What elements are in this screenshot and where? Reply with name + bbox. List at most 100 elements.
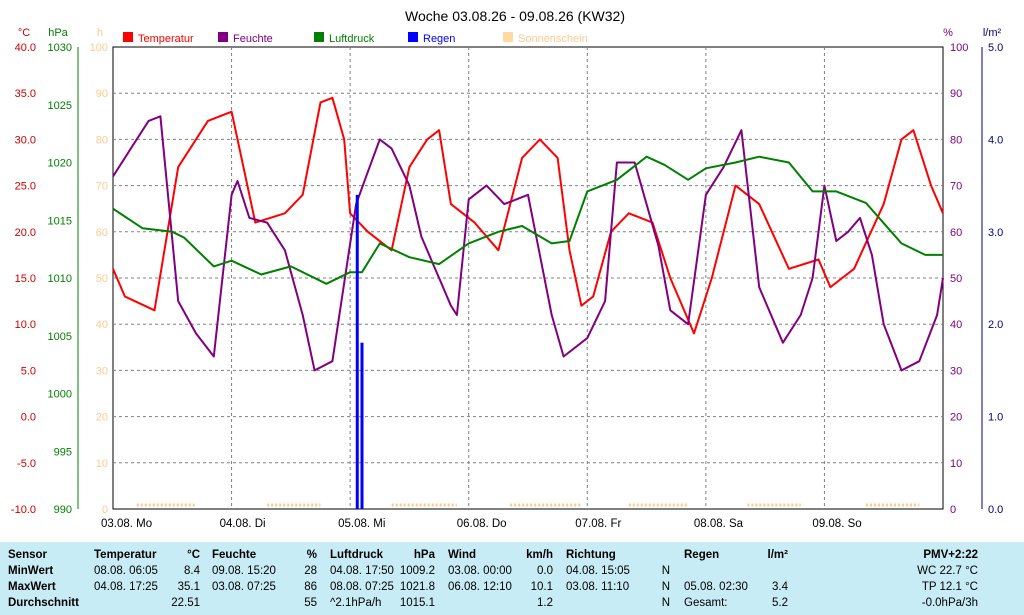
luftdruck-unit: hPa	[413, 549, 435, 561]
rain-tick-label: 0.0	[988, 504, 1003, 516]
press-tick-label: 990	[54, 504, 72, 516]
temperatur-unit: °C	[187, 549, 200, 561]
press-tick-label: 1025	[48, 100, 72, 112]
temp-tick-label: 15.0	[15, 273, 36, 285]
temperatur-header: Temperatur	[94, 549, 157, 561]
temp-tick-label: 20.0	[15, 227, 36, 239]
rain-tick-label: 4.0	[988, 134, 1003, 146]
x-tick-label: 05.08. Mi	[338, 518, 385, 530]
rain-tick-label: 2.0	[988, 319, 1003, 331]
richtung-max-time: 03.08. 11:10	[566, 581, 630, 593]
pmv-wc: WC 22.7 °C	[917, 565, 978, 577]
temperatur-max-value: 35.1	[177, 581, 200, 593]
regen-total-value: 5.2	[772, 597, 788, 609]
sun-tick-label: 100	[90, 42, 108, 54]
richtung-min-value: N	[661, 565, 670, 577]
legend-swatch	[408, 32, 418, 42]
x-tick-label: 09.08. So	[812, 518, 861, 530]
regen-total-label: Gesamt:	[684, 597, 728, 609]
hum-tick-label: 80	[950, 134, 962, 146]
hum-series-line	[112, 115, 944, 372]
rain-tick-label: 1.0	[988, 412, 1003, 424]
hum-tick-label: 90	[950, 88, 962, 100]
wind-header: Wind	[448, 549, 476, 561]
minwert-label: MinWert	[8, 565, 54, 577]
press-unit: hPa	[48, 27, 68, 39]
luftdruck-max-time: 08.08. 07:25	[330, 581, 394, 593]
legend-label: Luftdruck	[329, 33, 375, 45]
temp-tick-label: 40.0	[15, 42, 36, 54]
legend-label: Temperatur	[138, 33, 194, 45]
regen-unit: l/m²	[767, 549, 788, 561]
durchschnitt-label: Durchschnitt	[8, 597, 79, 609]
sun-tick-label: 80	[96, 134, 108, 146]
wind-min-time: 03.08. 00:00	[448, 565, 512, 577]
sun-unit: h	[97, 27, 103, 39]
temperatur-avg-value: 22.51	[171, 597, 200, 609]
x-tick-label: 06.08. Do	[457, 518, 507, 530]
weather-chart: Woche 03.08.26 - 09.08.26 (KW32) Tempera…	[11, 8, 1003, 530]
sun-tick-label: 50	[96, 273, 108, 285]
rain-unit: l/m²	[983, 27, 1002, 39]
rain-tick-label: 5.0	[988, 42, 1003, 54]
temp-tick-label: 10.0	[15, 319, 36, 331]
hum-tick-label: 50	[950, 273, 962, 285]
press-tick-label: 1015	[48, 215, 72, 227]
x-tick-label: 03.08. Mo	[101, 518, 152, 530]
richtung-min-time: 04.08. 15:05	[566, 565, 630, 577]
regen-max-value: 3.4	[772, 581, 788, 593]
temp-series-line	[112, 96, 944, 335]
sun-tick-label: 90	[96, 88, 108, 100]
legend-swatch	[123, 32, 133, 42]
luftdruck-min-time: 04.08. 17:50	[330, 565, 394, 577]
luftdruck-header: Luftdruck	[330, 549, 384, 561]
temp-tick-label: 30.0	[15, 134, 36, 146]
feuchte-header: Feuchte	[212, 549, 257, 561]
feuchte-min-value: 28	[304, 565, 317, 577]
press-tick-label: 1005	[48, 331, 72, 343]
press-tick-label: 1000	[48, 389, 72, 401]
luftdruck-avg-value: 1015.1	[399, 597, 435, 609]
hum-tick-label: 20	[950, 412, 962, 424]
maxwert-label: MaxWert	[8, 581, 56, 593]
feuchte-min-time: 09.08. 15:20	[212, 565, 276, 577]
hum-tick-label: 10	[950, 458, 962, 470]
legend-swatch	[503, 32, 513, 42]
temp-tick-label: 0.0	[21, 412, 36, 424]
sun-tick-label: 0	[102, 504, 108, 516]
richtung-max-value: N	[661, 581, 670, 593]
rain-tick-label: 3.0	[988, 227, 1003, 239]
pmv-trend: -0.0hPa/3h	[921, 597, 978, 609]
temperatur-max-time: 04.08. 17:25	[94, 581, 158, 593]
regen-header: Regen	[684, 549, 720, 561]
rain-bar	[360, 342, 364, 509]
x-tick-label: 07.08. Fr	[575, 518, 621, 530]
legend-label: Feuchte	[233, 33, 273, 45]
temp-tick-label: -5.0	[17, 458, 36, 470]
pmv-header: PMV+2:22	[923, 549, 978, 561]
sun-tick-label: 30	[96, 365, 108, 377]
wind-avg-value: 1.2	[537, 597, 553, 609]
x-tick-label: 04.08. Di	[220, 518, 266, 530]
press-series-line	[112, 155, 943, 285]
hum-tick-label: 0	[950, 504, 956, 516]
hum-tick-label: 30	[950, 365, 962, 377]
regen-max-time: 05.08. 02:30	[684, 581, 748, 593]
feuchte-avg-value: 55	[304, 597, 317, 609]
legend-label: Sonnenschein	[518, 33, 588, 45]
press-tick-label: 1010	[48, 273, 72, 285]
x-tick-label: 08.08. Sa	[694, 518, 744, 530]
temp-tick-label: 25.0	[15, 181, 36, 193]
legend-swatch	[218, 32, 228, 42]
legend-label: Regen	[423, 33, 455, 45]
rain-bar	[355, 194, 359, 509]
wind-max-time: 06.08. 12:10	[448, 581, 512, 593]
luftdruck-max-value: 1021.8	[399, 581, 435, 593]
richtung-avg-value: N	[661, 597, 670, 609]
wind-max-value: 10.1	[530, 581, 553, 593]
wind-unit: km/h	[526, 549, 553, 561]
temp-tick-label: -10.0	[11, 504, 36, 516]
press-tick-label: 1030	[48, 42, 72, 54]
temp-unit: °C	[18, 27, 30, 39]
press-tick-label: 995	[54, 446, 72, 458]
